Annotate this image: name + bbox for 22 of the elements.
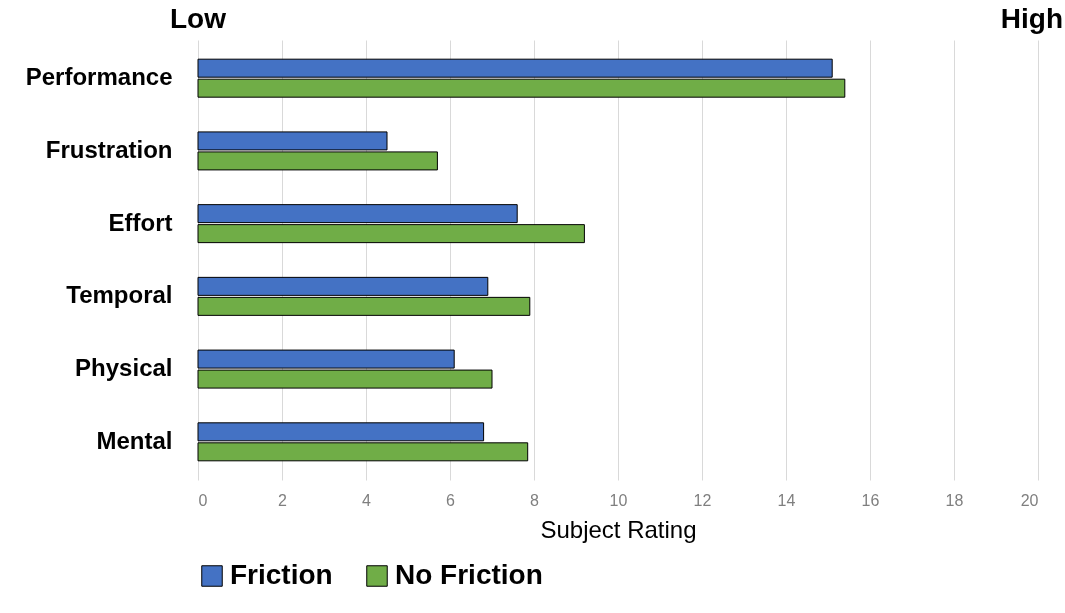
x-tick-label: 2 <box>278 491 288 509</box>
legend-label: Friction <box>230 559 333 590</box>
x-tick-label: 6 <box>446 491 456 509</box>
text: High <box>1000 3 1063 34</box>
x-tick-label: 8 <box>530 491 540 509</box>
y-tick-label: Physical <box>75 354 173 382</box>
x-tick-label: 0 <box>198 491 208 509</box>
x-tick-label: 20 <box>1020 491 1039 509</box>
x-tick-label: 18 <box>945 491 964 509</box>
x-tick-label: 12 <box>693 491 712 509</box>
x-tick-label: 4 <box>362 491 372 509</box>
y-tick-label: Performance <box>25 63 173 91</box>
x-tick-label: 16 <box>861 491 880 509</box>
y-tick-label: Effort <box>108 208 173 236</box>
text: Low <box>170 3 227 34</box>
x-axis-title: Subject Rating <box>540 515 697 543</box>
x-tick-label: 14 <box>777 491 796 509</box>
y-tick-label: Temporal <box>66 281 173 309</box>
legend-label: No Friction <box>395 559 543 590</box>
y-tick-label: Mental <box>96 426 173 454</box>
y-tick-label: Frustration <box>45 135 173 163</box>
x-tick-label: 10 <box>609 491 628 509</box>
